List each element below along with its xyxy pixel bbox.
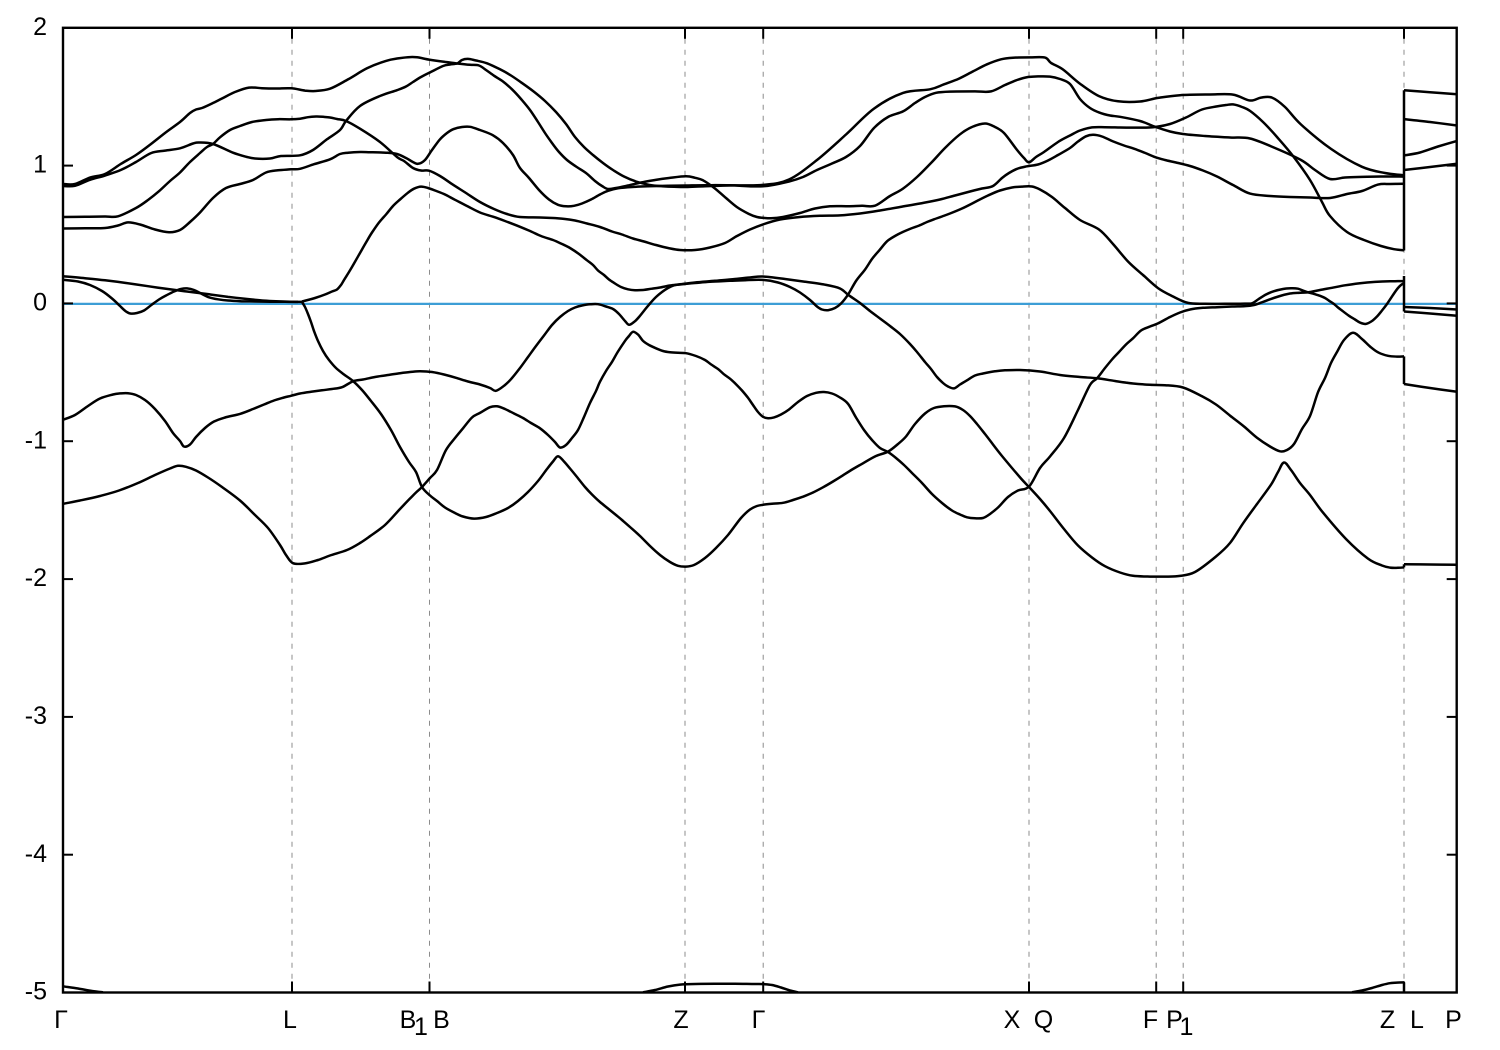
svg-text:Z: Z (1380, 1006, 1395, 1034)
svg-text:Z: Z (673, 1006, 688, 1034)
svg-text:B: B (433, 1006, 450, 1034)
svg-text:-4: -4 (25, 840, 47, 868)
svg-text:L: L (283, 1006, 297, 1034)
svg-text:-3: -3 (25, 702, 47, 730)
svg-text:1: 1 (414, 1013, 428, 1041)
svg-text:-5: -5 (25, 978, 47, 1006)
svg-text:F: F (1143, 1006, 1158, 1034)
svg-text:-1: -1 (25, 426, 47, 454)
svg-text:1: 1 (33, 151, 47, 179)
svg-text:-2: -2 (25, 564, 47, 592)
svg-text:Q: Q (1034, 1006, 1053, 1034)
svg-text:P: P (1166, 1006, 1183, 1034)
svg-text:B: B (400, 1006, 417, 1034)
svg-text:0: 0 (33, 289, 47, 317)
svg-text:X: X (1004, 1006, 1021, 1034)
svg-text:2: 2 (33, 13, 47, 41)
svg-text:L: L (1410, 1006, 1424, 1034)
svg-text:1: 1 (1180, 1013, 1194, 1041)
svg-text:Γ: Γ (54, 1006, 68, 1034)
svg-text:P: P (1445, 1006, 1462, 1034)
svg-text:Γ: Γ (752, 1006, 766, 1034)
